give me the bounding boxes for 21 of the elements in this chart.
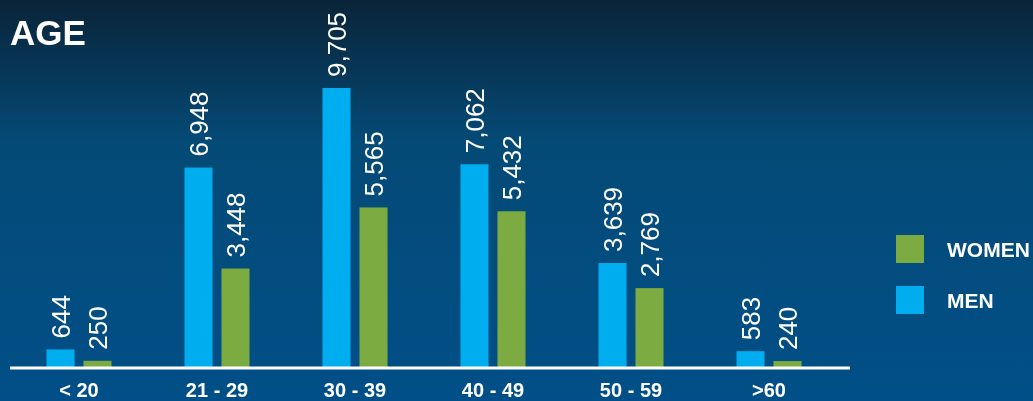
data-label: 9,705: [321, 11, 352, 77]
data-label: 3,639: [597, 186, 628, 253]
x-tick-label: 40 - 49: [461, 379, 525, 401]
legend-label: MEN: [947, 288, 994, 312]
x-tick-label: 30 - 39: [323, 379, 387, 401]
data-label: 5,432: [496, 135, 527, 201]
x-tick-label: < 20: [59, 379, 99, 401]
x-tick-label: 50 - 59: [599, 379, 663, 401]
data-label: 5,565: [358, 131, 389, 197]
data-label: 583: [735, 296, 766, 341]
x-tick-label: 21 - 29: [185, 379, 249, 401]
data-label: 250: [82, 306, 113, 350]
data-label: 7,062: [459, 88, 490, 154]
x-tick-label: >60: [752, 379, 786, 401]
legend-label: WOMEN: [947, 237, 1030, 261]
chart-title: AGE: [10, 13, 86, 52]
data-label: 3,448: [220, 192, 251, 258]
data-label: 6,948: [183, 91, 214, 157]
data-label: 644: [45, 295, 76, 339]
data-label: 2,769: [634, 212, 665, 278]
data-label: 240: [772, 306, 803, 351]
